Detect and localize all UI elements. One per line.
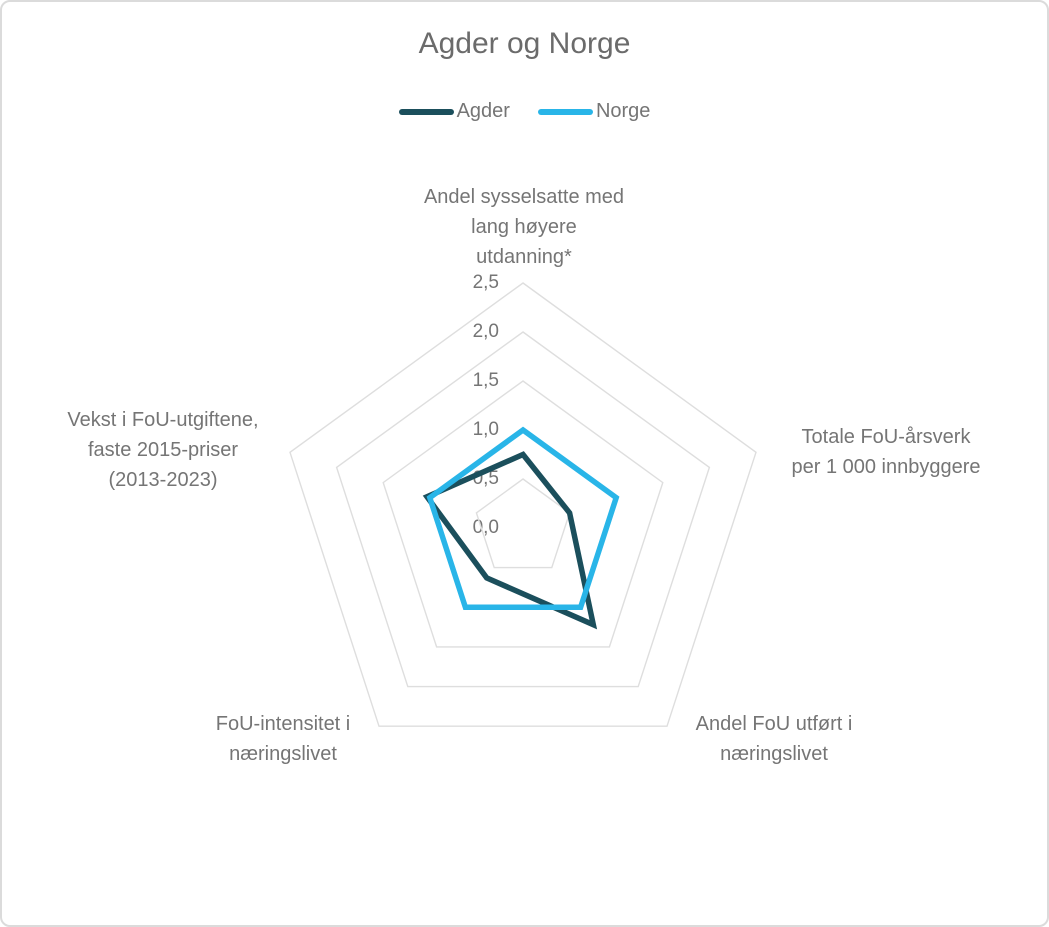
axis-label-vekst: Vekst i FoU-utgiftene, faste 2015-priser…	[67, 405, 258, 495]
tick-label-2,5: 2,5	[472, 272, 499, 293]
tick-label-0,5: 0,5	[472, 468, 499, 489]
tick-label-2,0: 2,0	[472, 321, 499, 342]
legend: Agder Norge	[2, 100, 1047, 123]
legend-line-norge-icon	[537, 108, 593, 115]
tick-label-1,5: 1,5	[472, 370, 499, 391]
axis-label-line: utdanning*	[476, 246, 572, 268]
tick-label-0,0: 0,0	[472, 517, 499, 538]
axis-label-line: FoU-intensitet i	[215, 713, 351, 735]
axis-label-line: Andel FoU utført i	[695, 713, 853, 735]
axis-label-line: næringslivet	[720, 743, 828, 765]
grid-ring-2	[335, 331, 711, 688]
legend-item-agder: Agder	[398, 100, 510, 123]
grid-ring-2.5	[289, 282, 757, 727]
axis-label-andel-fou: Andel FoU utført i næringslivet	[696, 709, 853, 769]
chart-title: Agder og Norge	[418, 27, 631, 60]
tick-label-1,0: 1,0	[472, 419, 499, 440]
axis-label-line: per 1 000 innbyggere	[791, 456, 981, 478]
axis-label-line: lang høyere	[471, 216, 577, 238]
legend-label-norge: Norge	[595, 100, 651, 122]
legend-line-agder-icon	[398, 108, 454, 115]
legend-item-norge: Norge	[537, 100, 651, 123]
axis-label-fou-arsverk: Totale FoU-årsverk per 1 000 innbyggere	[791, 422, 980, 482]
axis-label-line: Andel sysselsatte med	[423, 186, 625, 208]
axis-label-line: (2013-2023)	[108, 469, 218, 491]
axis-label-line: Vekst i FoU-utgiftene,	[67, 409, 259, 431]
axis-label-fou-intensitet: FoU-intensitet i næringslivet	[216, 709, 351, 769]
axis-label-line: Totale FoU-årsverk	[801, 426, 971, 448]
legend-label-agder: Agder	[456, 100, 510, 122]
axis-label-line: faste 2015-priser	[87, 439, 239, 461]
axis-label-utdanning: Andel sysselsatte med lang høyere utdann…	[424, 182, 624, 272]
axis-label-line: næringslivet	[229, 743, 337, 765]
grid-ring-1.5	[382, 380, 664, 648]
